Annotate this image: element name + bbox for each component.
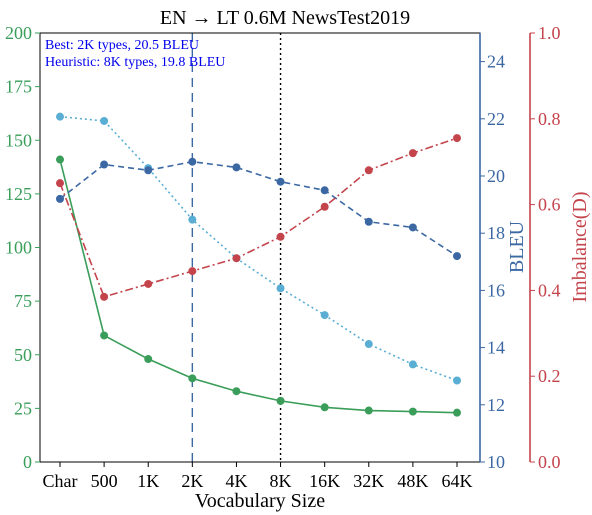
series-point-1 bbox=[320, 311, 329, 320]
series-point-3 bbox=[56, 179, 64, 188]
bleu-axis-label: BLEU bbox=[506, 220, 528, 273]
plot-frame bbox=[39, 32, 481, 463]
series-point-0 bbox=[408, 407, 417, 416]
series-point-3 bbox=[100, 292, 109, 301]
series-point-2 bbox=[144, 166, 153, 175]
bleu-tick-label: 16 bbox=[487, 280, 505, 300]
series-point-1 bbox=[56, 112, 64, 121]
series-point-1 bbox=[408, 360, 417, 369]
series-point-2 bbox=[56, 194, 64, 203]
x-tick-label: 1K bbox=[137, 471, 159, 491]
x-tick-label: 2K bbox=[181, 471, 203, 491]
x-axis-label: Vocabulary Size bbox=[195, 490, 325, 512]
series-point-0 bbox=[56, 155, 64, 164]
imbalance-tick-label: 0.2 bbox=[538, 366, 561, 386]
x-tick-label: 32K bbox=[353, 471, 384, 491]
chart-title: EN → LT 0.6M NewsTest2019 bbox=[160, 7, 410, 29]
series-point-0 bbox=[100, 331, 109, 340]
x-tick-label: 8K bbox=[270, 471, 292, 491]
x-tick-label: 64K bbox=[442, 471, 473, 491]
left-tick-label: 125 bbox=[5, 184, 32, 204]
series-point-0 bbox=[320, 403, 329, 412]
series-point-3 bbox=[453, 134, 461, 143]
series-point-0 bbox=[364, 406, 373, 415]
series-point-1 bbox=[276, 284, 285, 293]
imbalance-tick-label: 0.6 bbox=[538, 195, 561, 215]
annotation-heuristic: Heuristic: 8K types, 19.8 BLEU bbox=[45, 55, 225, 70]
series-point-3 bbox=[320, 202, 329, 211]
bleu-tick-label: 10 bbox=[487, 452, 505, 472]
imbalance-tick-label: 0.8 bbox=[538, 109, 561, 129]
series-line-1 bbox=[59, 115, 458, 382]
series-point-3 bbox=[276, 232, 285, 241]
left-tick-label: 150 bbox=[5, 130, 32, 150]
series-point-2 bbox=[100, 160, 109, 169]
series-point-3 bbox=[144, 279, 153, 288]
imbalance-axis-label: Imbalance(D) bbox=[569, 191, 591, 302]
series-point-1 bbox=[100, 116, 109, 125]
reference-lines bbox=[191, 33, 282, 462]
series-point-3 bbox=[364, 166, 373, 175]
x-tick-label: 48K bbox=[397, 471, 428, 491]
series-point-2 bbox=[188, 157, 197, 166]
left-tick-label: 75 bbox=[14, 291, 32, 311]
left-tick-label: 175 bbox=[5, 77, 32, 97]
series-point-2 bbox=[408, 223, 417, 232]
series-point-3 bbox=[232, 254, 241, 263]
series-line-2 bbox=[59, 160, 458, 257]
x-tick-label: Char bbox=[43, 471, 78, 491]
left-tick-label: 100 bbox=[5, 238, 32, 258]
left-tick-label: 200 bbox=[5, 23, 32, 43]
annotation-box: Best: 2K types, 20.5 BLEU Heuristic: 8K … bbox=[45, 38, 225, 70]
bleu-tick-label: 12 bbox=[487, 395, 505, 415]
annotation-best: Best: 2K types, 20.5 BLEU bbox=[45, 38, 199, 53]
series-layer bbox=[56, 112, 461, 417]
bleu-tick-label: 14 bbox=[487, 338, 505, 358]
left-tick-label: 0 bbox=[23, 452, 32, 472]
bleu-tick-label: 20 bbox=[487, 166, 505, 186]
x-tick-label: 500 bbox=[91, 471, 118, 491]
series-point-0 bbox=[453, 408, 461, 417]
series-point-3 bbox=[188, 267, 197, 276]
series-point-2 bbox=[276, 177, 285, 186]
left-tick-label: 25 bbox=[14, 398, 32, 418]
imbalance-tick-label: 0.4 bbox=[538, 280, 561, 300]
series-point-0 bbox=[188, 374, 197, 383]
series-point-2 bbox=[232, 163, 241, 172]
series-point-2 bbox=[320, 186, 329, 195]
imbalance-tick-label: 1.0 bbox=[538, 23, 561, 43]
x-tick-label: 16K bbox=[309, 471, 340, 491]
left-tick-label: 50 bbox=[14, 345, 32, 365]
series-line-3 bbox=[59, 137, 458, 298]
axes-layer: Char 500 1K 2K 4K 8K 16K 32K 48K 64K 0 25 50 75 100 125… bbox=[5, 23, 561, 491]
series-line-0 bbox=[59, 159, 458, 414]
series-point-0 bbox=[144, 355, 153, 364]
bleu-tick-label: 24 bbox=[487, 52, 505, 72]
imbalance-tick-label: 0.0 bbox=[538, 452, 561, 472]
series-point-0 bbox=[232, 387, 241, 396]
series-point-1 bbox=[188, 215, 197, 224]
bleu-tick-label: 22 bbox=[487, 109, 505, 129]
series-point-2 bbox=[364, 217, 373, 226]
series-point-3 bbox=[408, 149, 417, 158]
series-point-1 bbox=[364, 340, 373, 349]
bleu-tick-label: 18 bbox=[487, 223, 505, 243]
series-point-0 bbox=[276, 396, 285, 405]
x-tick-label: 4K bbox=[225, 471, 247, 491]
series-point-2 bbox=[453, 252, 461, 261]
series-point-1 bbox=[453, 376, 461, 385]
